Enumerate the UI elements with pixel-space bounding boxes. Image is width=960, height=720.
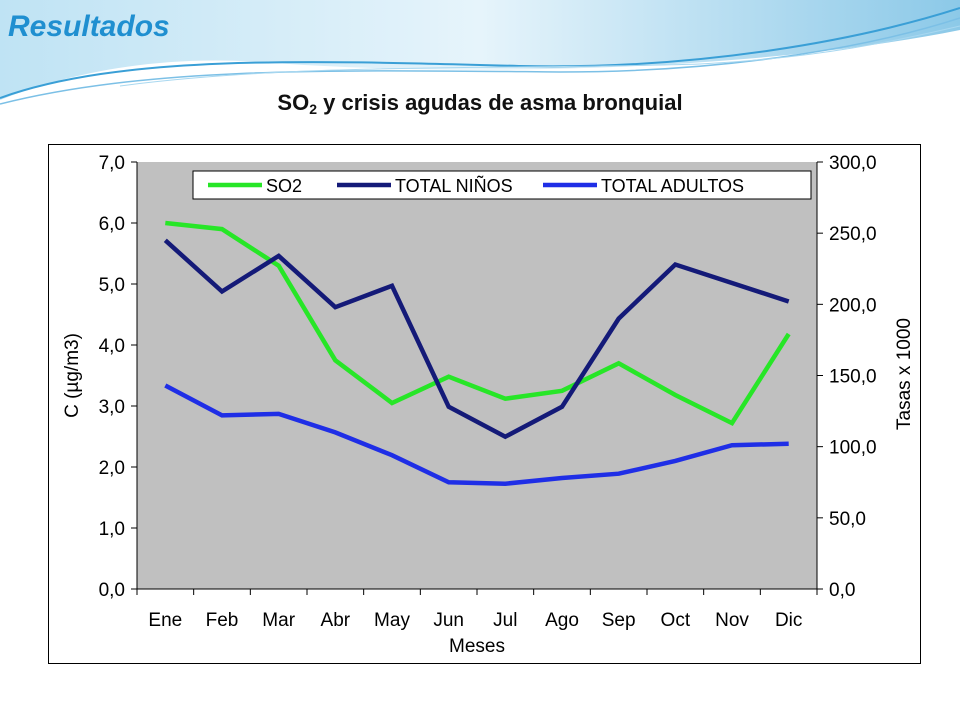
y-left-tick-label: 3,0	[99, 397, 125, 418]
slide-title: Resultados	[8, 10, 170, 43]
chart-heading-subscript: 2	[309, 101, 317, 117]
y-left-tick-label: 4,0	[99, 336, 125, 357]
plot-area	[137, 162, 817, 589]
x-tick-label: Mar	[262, 610, 295, 631]
chart: 0,0 1,0 2,0 3,0 4,0 5,0 6,0 7,0 0,0 50,0 100,0 150,…	[48, 144, 921, 664]
y-right-tick-label: 100,0	[829, 438, 877, 459]
chart-heading: SO2 y crisis agudas de asma bronquial	[0, 90, 960, 117]
y-axis-left-title: C (µg/m3)	[62, 333, 83, 418]
legend: SO2 TOTAL NIÑOS TOTAL ADULTOS	[192, 170, 812, 200]
x-tick-label: Jun	[433, 610, 464, 631]
x-tick-label: May	[374, 610, 410, 631]
y-left-tick-label: 2,0	[99, 458, 125, 479]
legend-box	[192, 170, 812, 200]
y-right-tick-label: 0,0	[829, 580, 855, 601]
series-line-total-niños	[163, 238, 790, 440]
header-swoosh-decoration	[0, 0, 960, 105]
x-tick-label: Jul	[493, 610, 517, 631]
y-right-tick-label: 150,0	[829, 367, 877, 388]
chart-heading-main: SO	[277, 90, 310, 115]
series-lines	[163, 220, 791, 486]
y-right-tick-label: 200,0	[829, 295, 877, 316]
y-left-tick-label: 6,0	[99, 214, 125, 235]
y-left-tick-label: 5,0	[99, 275, 125, 296]
legend-label: TOTAL ADULTOS	[601, 176, 744, 196]
chart-heading-rest: y crisis agudas de asma bronquial	[317, 90, 683, 115]
series-line-total-adultos	[164, 383, 789, 486]
x-tick-label: Nov	[715, 610, 749, 631]
y-left-tick-label: 0,0	[99, 580, 125, 601]
y-right-tick-label: 50,0	[829, 509, 866, 530]
x-tick-label: Ago	[545, 610, 579, 631]
x-tick-label: Abr	[321, 610, 351, 631]
x-tick-label: Dic	[775, 610, 802, 631]
x-tick-label: Sep	[602, 610, 636, 631]
legend-label: SO2	[266, 176, 302, 196]
x-tick-label: Oct	[661, 610, 691, 631]
axes: 0,0 1,0 2,0 3,0 4,0 5,0 6,0 7,0 0,0 50,0 100,0 150,…	[99, 153, 877, 631]
y-right-tick-label: 300,0	[829, 153, 877, 174]
y-right-tick-label: 250,0	[829, 224, 877, 245]
y-axis-right-title: Tasas x 1000	[894, 318, 915, 430]
x-tick-label: Ene	[148, 610, 182, 631]
legend-label: TOTAL NIÑOS	[395, 175, 513, 196]
x-tick-label: Feb	[206, 610, 239, 631]
y-left-tick-label: 7,0	[99, 153, 125, 174]
x-axis-title: Meses	[449, 636, 505, 657]
y-left-tick-label: 1,0	[99, 519, 125, 540]
